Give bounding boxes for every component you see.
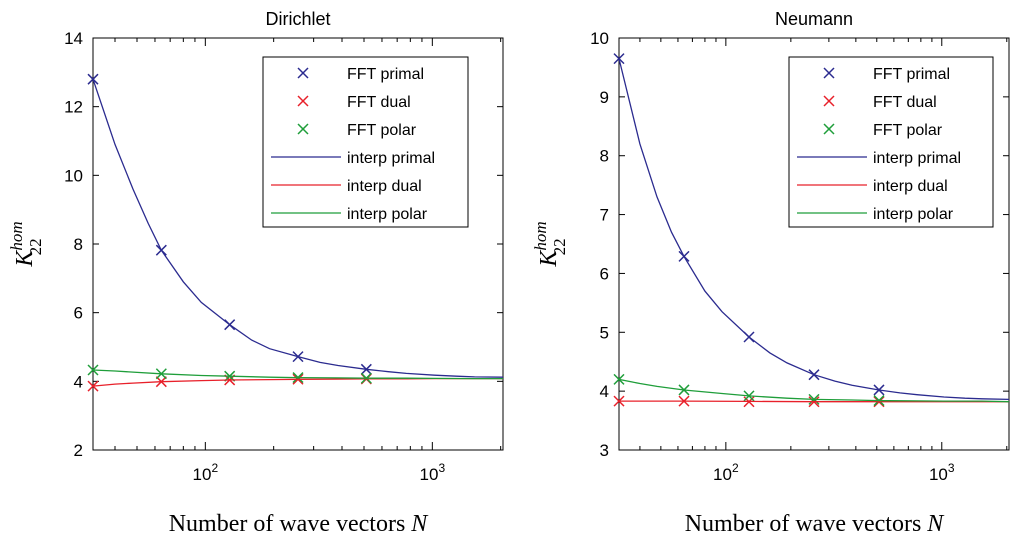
y-tick-label: 4 [74,372,83,391]
legend-box [788,56,994,228]
y-tick-label: 6 [600,264,609,283]
data-point-FFT-polar [613,373,625,385]
legend-marker-swatch [823,95,835,107]
legend-label: FFT primal [873,66,950,83]
x-axis-label: Number of wave vectors N [169,511,430,537]
x-tick-label: 103 [929,461,955,484]
legend-marker-swatch [297,95,309,107]
series-line-interp-polar [618,378,1010,403]
y-axis-label: Khom22 [7,221,45,267]
axes-box [618,37,1010,451]
y-axis-label: Khom22 [531,221,569,267]
legend-label: FFT dual [347,94,411,111]
x-tick-label: 103 [420,461,446,484]
y-tick-label: 14 [64,29,83,48]
legend-entry: interp primal [797,150,961,167]
legend-entry: FFT dual [823,94,937,111]
x-axis-label: Number of wave vectors N [685,511,946,537]
legend-entry: FFT polar [823,122,943,139]
y-tick-label: 9 [600,88,609,107]
y-tick-label: 8 [74,235,83,254]
y-tick-label: 7 [600,206,609,225]
chart-title: Dirichlet [265,9,330,29]
legend-label: FFT primal [347,66,424,83]
legend-label: FFT polar [347,122,417,139]
legend-label: interp dual [347,178,422,195]
series-line-interp-polar [92,369,503,380]
legend-label: FFT dual [873,94,937,111]
y-tick-label: 6 [74,304,83,323]
legend-label: interp dual [873,178,948,195]
legend-entry: interp polar [271,206,428,223]
series-line-interp-dual [92,377,503,387]
series-line-interp-primal [618,58,1010,401]
y-tick-label: 8 [600,147,609,166]
series-line-interp-primal [92,78,504,378]
x-tick-label: 102 [713,461,739,484]
legend-marker-swatch [297,67,309,79]
dirichlet-chart: Dirichlet 2 4 6 8 10 12 14 102 103 Number of wave … [7,9,504,537]
legend-entry: interp dual [271,178,422,195]
legend-label: interp polar [873,206,954,223]
y-tick-label: 10 [590,29,609,48]
data-point-FFT-dual [87,380,99,392]
y-tick-label: 2 [74,441,83,460]
legend-entry: interp dual [797,178,948,195]
legend-entry: FFT primal [823,66,950,83]
legend-label: interp primal [873,150,961,167]
legend-label: interp primal [347,150,435,167]
legend-marker-swatch [823,123,835,135]
x-tick-label: 102 [193,461,219,484]
neumann-chart: Neumann 3 4 5 6 7 8 9 10 102 103 Number of wave vec… [531,9,1010,537]
legend-marker-swatch [823,67,835,79]
legend-entry: interp primal [271,150,435,167]
legend-entry: FFT primal [297,66,424,83]
legend-label: FFT polar [873,122,943,139]
legend-box [262,56,469,228]
y-tick-label: 12 [64,98,83,117]
y-tick-label: 3 [600,441,609,460]
y-tick-label: 5 [600,323,609,342]
legend-entry: FFT dual [297,94,411,111]
legend-marker-swatch [297,123,309,135]
chart-title: Neumann [775,9,853,29]
legend-entry: FFT polar [297,122,417,139]
legend-label: interp polar [347,206,428,223]
y-tick-label: 10 [64,166,83,185]
y-tick-label: 4 [600,382,609,401]
legend-entry: interp polar [797,206,954,223]
